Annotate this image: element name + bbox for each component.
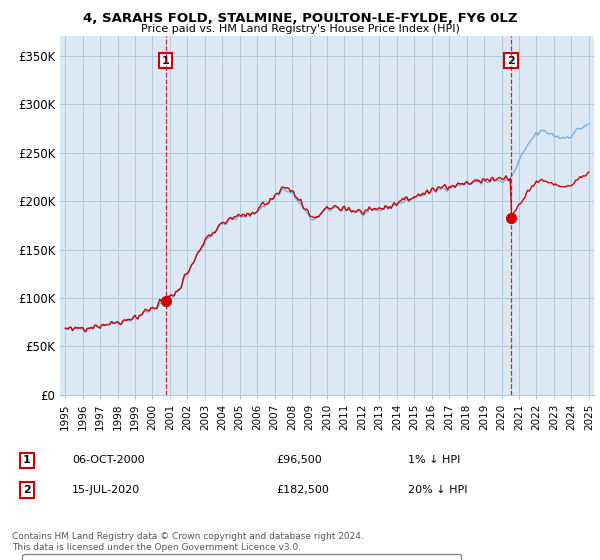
Text: 1: 1 bbox=[23, 455, 31, 465]
Text: 20% ↓ HPI: 20% ↓ HPI bbox=[408, 485, 467, 495]
Text: 1% ↓ HPI: 1% ↓ HPI bbox=[408, 455, 460, 465]
Text: 2: 2 bbox=[23, 485, 31, 495]
Text: 4, SARAHS FOLD, STALMINE, POULTON-LE-FYLDE, FY6 0LZ: 4, SARAHS FOLD, STALMINE, POULTON-LE-FYL… bbox=[83, 12, 517, 25]
Text: Contains HM Land Registry data © Crown copyright and database right 2024.
This d: Contains HM Land Registry data © Crown c… bbox=[12, 532, 364, 552]
Text: 15-JUL-2020: 15-JUL-2020 bbox=[72, 485, 140, 495]
Legend: 4, SARAHS FOLD, STALMINE, POULTON-LE-FYLDE, FY6 0LZ (detached house), HPI: Avera: 4, SARAHS FOLD, STALMINE, POULTON-LE-FYL… bbox=[22, 554, 461, 560]
Text: 06-OCT-2000: 06-OCT-2000 bbox=[72, 455, 145, 465]
Text: £96,500: £96,500 bbox=[276, 455, 322, 465]
Text: 2: 2 bbox=[507, 55, 515, 66]
Text: Price paid vs. HM Land Registry's House Price Index (HPI): Price paid vs. HM Land Registry's House … bbox=[140, 24, 460, 34]
Text: 1: 1 bbox=[162, 55, 170, 66]
Text: £182,500: £182,500 bbox=[276, 485, 329, 495]
